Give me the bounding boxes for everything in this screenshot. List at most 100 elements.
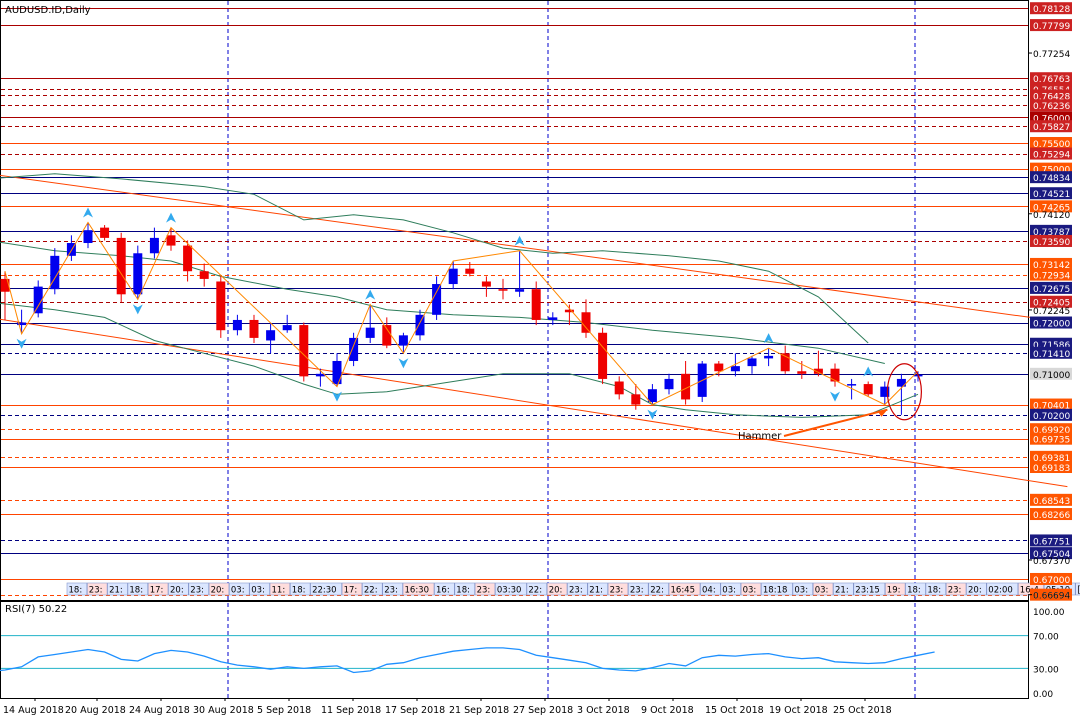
time-tag-box-11 (289, 582, 311, 596)
price-axis: 0.781280.777990.767630.765540.764280.762… (1028, 2, 1072, 602)
price-tag-25: 0.70200 (1033, 412, 1070, 422)
candle-body-36 (598, 332, 608, 379)
time-tag-box-27 (648, 582, 669, 596)
time-tag-11: 18: (292, 586, 306, 596)
time-tag-box-10 (269, 582, 291, 596)
time-tag-1: 23: (89, 586, 103, 596)
time-tag-6: 23: (190, 586, 204, 596)
price-tag-box-30 (1030, 493, 1072, 506)
hammer-arrowhead (877, 409, 888, 417)
bollinger-lower (0, 302, 919, 418)
candle-body-47 (780, 353, 790, 372)
time-tag-box-18 (454, 582, 475, 596)
time-tag-2: 21: (109, 586, 123, 596)
price-tag-20: 0.72000 (1033, 320, 1070, 330)
time-tag-box-29 (700, 582, 721, 596)
fractal-up-5 (863, 366, 874, 377)
time-tag-box-2 (107, 582, 128, 596)
price-tag-12: 0.74521 (1033, 190, 1070, 200)
candle-body-49 (813, 368, 823, 374)
candle-body-43 (714, 363, 724, 372)
candle-body-1 (17, 322, 27, 326)
time-tag-19: 23: (477, 586, 491, 596)
time-tag-17: 16: (436, 586, 450, 596)
trend-lines (0, 174, 1068, 488)
time-tag-30: 03: (722, 586, 736, 596)
price-tag-32: 0.67751 (1033, 537, 1070, 547)
date-label-1: 20 Aug 2018 (65, 705, 126, 716)
candle-body-18 (299, 325, 309, 377)
candle-body-12 (199, 271, 209, 279)
candle-body-46 (764, 355, 774, 359)
candle-body-35 (581, 312, 591, 333)
candle-body-37 (614, 381, 624, 395)
time-tag-box-4 (147, 582, 169, 596)
price-tag-22: 0.71410 (1033, 350, 1070, 360)
price-tag-24: 0.70401 (1033, 402, 1070, 412)
time-tag-box-13 (341, 582, 363, 596)
price-tag-box-25 (1030, 408, 1072, 421)
candle-body-39 (647, 389, 657, 403)
time-tag-45: [ (1077, 586, 1080, 596)
price-tag-box-26 (1030, 423, 1072, 436)
candles (0, 222, 923, 415)
date-label-10: 9 Oct 2018 (641, 705, 694, 716)
candle-body-31 (515, 289, 525, 292)
date-axis: 14 Aug 2018 20 Aug 2018 24 Aug 2018 30 Aug … (3, 698, 892, 716)
fractal-up-0 (83, 207, 93, 218)
price-tag-box-13 (1030, 200, 1072, 213)
candle-body-38 (631, 394, 641, 405)
time-tag-41: 20: (968, 586, 982, 596)
time-tag-28: 16:45 (671, 586, 696, 596)
time-tag-box-34 (812, 582, 834, 596)
time-tag-0: 18: (69, 586, 83, 596)
chart-title: AUDUSD.ID,Daily (5, 5, 91, 16)
time-tag-box-39 (925, 582, 947, 596)
time-tag-35: 21: (835, 586, 849, 596)
time-tag-box-30 (720, 582, 741, 596)
date-label-9: 3 Oct 2018 (577, 705, 630, 716)
fractal-up-2 (365, 289, 376, 300)
candle-body-15 (249, 319, 259, 338)
price-tag-28: 0.69381 (1033, 454, 1070, 464)
time-tag-box-6 (188, 582, 209, 596)
time-tag-3: 18: (129, 586, 143, 596)
candle-body-34 (564, 309, 574, 313)
hammer-label: Hammer (738, 431, 782, 442)
price-pane-frame (0, 0, 1029, 601)
time-tag-23: 23: (569, 586, 583, 596)
price-tag-box-23 (1030, 367, 1072, 380)
date-label-12: 19 Oct 2018 (769, 705, 828, 716)
time-tag-27: 22: (650, 586, 664, 596)
price-tag-13: 0.74265 (1033, 203, 1070, 213)
time-tag-box-23 (567, 582, 588, 596)
price-tag-11: 0.74834 (1033, 174, 1070, 184)
price-tag-box-24 (1030, 398, 1072, 411)
time-tag-7: 20: (211, 586, 225, 596)
price-tag-box-0 (1030, 2, 1072, 15)
date-label-8: 27 Sep 2018 (513, 705, 573, 716)
time-tag-31: 03: (743, 586, 757, 596)
candle-body-25 (415, 314, 425, 336)
price-tag-box-14 (1030, 224, 1072, 237)
price-tag-box-12 (1030, 187, 1072, 200)
date-label-13: 25 Oct 2018 (833, 705, 892, 716)
price-tag-14: 0.73787 (1033, 228, 1070, 238)
time-tag-box-3 (127, 582, 149, 596)
time-tag-box-8 (229, 582, 250, 596)
price-tag-box-21 (1030, 337, 1072, 350)
time-tag-box-35 (833, 582, 854, 596)
zigzag (4, 221, 919, 406)
candle-body-33 (548, 317, 558, 320)
price-tag-4: 0.76428 (1033, 92, 1070, 102)
date-label-7: 21 Sep 2018 (449, 705, 509, 716)
candle-body-2 (33, 286, 43, 314)
candle-body-24 (398, 335, 408, 346)
fractal-up-4 (763, 333, 774, 344)
date-label-5: 11 Sep 2018 (321, 705, 381, 716)
time-tag-box-31 (740, 582, 762, 596)
candle-body-5 (83, 230, 93, 244)
price-tick-label-1: 0.74120 (1033, 211, 1070, 221)
time-tag-32: 18:18 (763, 586, 788, 596)
